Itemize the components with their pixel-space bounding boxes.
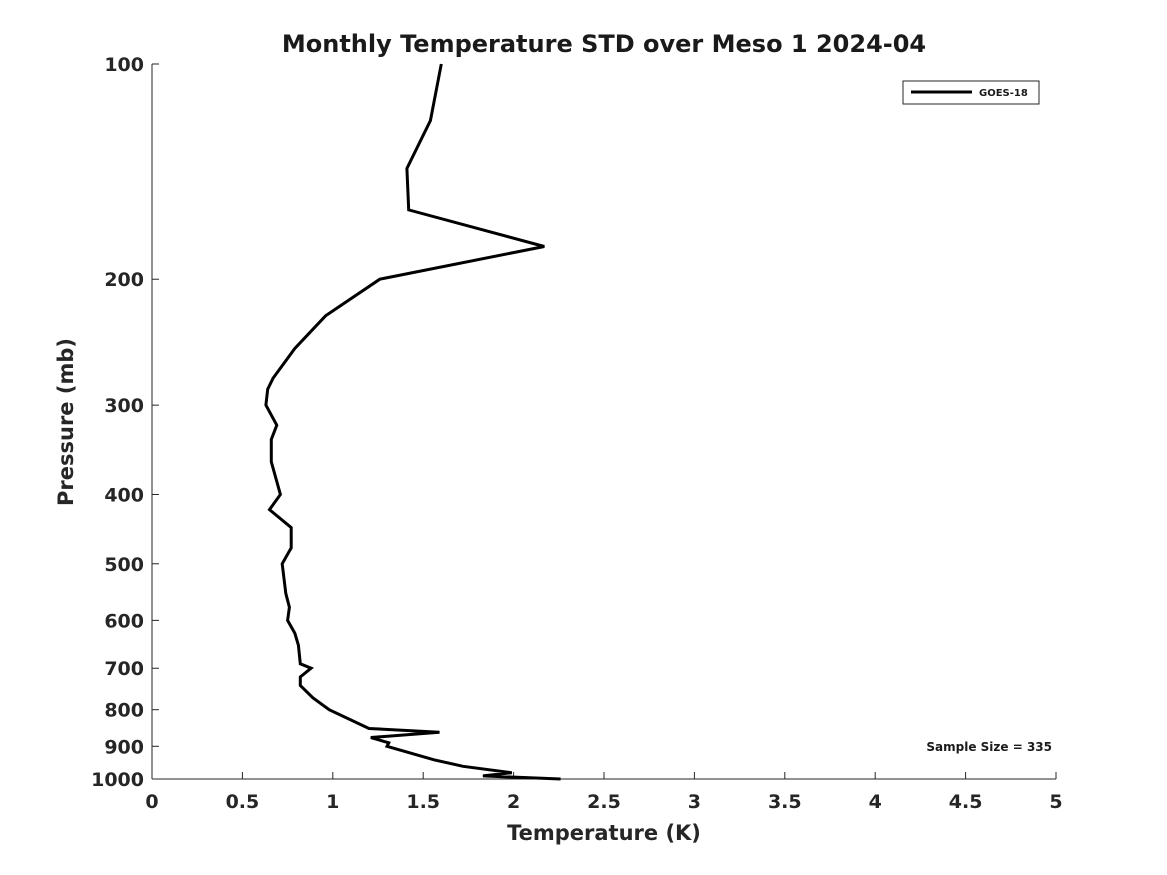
x-tick-label: 4.5	[949, 791, 983, 813]
y-tick-label: 500	[104, 554, 144, 576]
x-tick-label: 1.5	[406, 791, 440, 813]
y-tick-label: 900	[104, 736, 144, 758]
y-tick-label: 1000	[91, 769, 144, 791]
y-tick-label: 800	[104, 700, 144, 722]
series-line-goes-18	[264, 63, 561, 781]
y-tick-label: 400	[104, 484, 144, 506]
chart-title: Monthly Temperature STD over Meso 1 2024…	[282, 30, 926, 58]
y-tick-label: 600	[104, 610, 144, 632]
x-tick-label: 4	[869, 791, 882, 813]
y-tick-label: 100	[104, 54, 144, 76]
x-axis-ticks: 0 0.5 1 1.5 2 2.5 3 3.5 4 4.5 5	[145, 772, 1063, 813]
y-tick-label: 200	[104, 269, 144, 291]
x-tick-label: 3.5	[768, 791, 802, 813]
x-tick-label: 2.5	[587, 791, 621, 813]
x-tick-label: 0	[145, 791, 158, 813]
x-tick-label: 2	[507, 791, 520, 813]
x-tick-label: 0.5	[226, 791, 260, 813]
series-layer	[264, 63, 561, 781]
y-tick-label: 700	[104, 658, 144, 680]
y-axis-ticks: 100 200 300 400 500 600 700 800 900 1000	[91, 54, 159, 791]
legend-entry-goes-18: GOES-18	[979, 88, 1028, 99]
x-axis-label: Temperature (K)	[507, 821, 701, 845]
y-tick-label: 300	[104, 395, 144, 417]
x-tick-label: 5	[1049, 791, 1062, 813]
x-tick-label: 1	[326, 791, 339, 813]
legend: GOES-18	[902, 80, 1040, 105]
x-tick-label: 3	[688, 791, 701, 813]
y-axis-label: Pressure (mb)	[54, 338, 78, 506]
sample-size-annotation: Sample Size = 335	[926, 740, 1052, 754]
